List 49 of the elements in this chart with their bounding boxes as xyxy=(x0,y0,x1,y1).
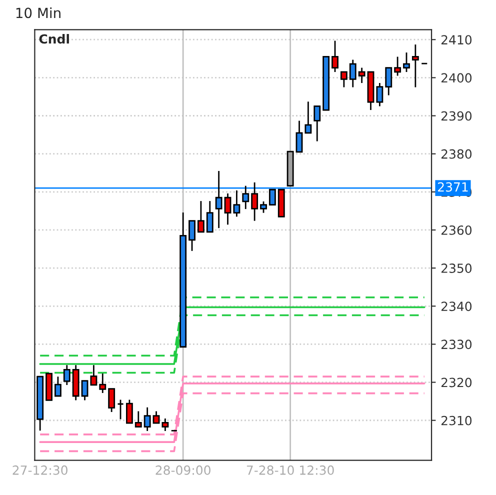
annotation: Cndl xyxy=(39,34,69,44)
y-tick-label: 2380 xyxy=(441,149,472,159)
candlestick xyxy=(403,52,410,73)
candlestick xyxy=(304,100,312,134)
x-tick-label: 28-09:00 xyxy=(156,465,210,475)
candlestick xyxy=(206,200,214,233)
y-tick-label: 2350 xyxy=(441,264,472,273)
y-tick-label: 2360 xyxy=(441,225,472,235)
y-tick-label: 2330 xyxy=(441,340,472,350)
candlestick xyxy=(54,376,62,397)
candlestick xyxy=(242,185,250,210)
candlestick xyxy=(233,190,240,218)
candlestick xyxy=(349,59,356,88)
candlestick xyxy=(197,200,204,233)
candlestick xyxy=(358,67,366,84)
candlestick xyxy=(188,220,196,252)
candlestick xyxy=(385,67,392,96)
candlestick xyxy=(162,418,169,432)
candlestick xyxy=(134,410,142,428)
candlestick xyxy=(412,44,419,88)
candlestick xyxy=(81,380,88,401)
candlestick xyxy=(268,188,276,206)
candlestick xyxy=(224,192,232,226)
chart-title: 10 Min xyxy=(16,7,60,18)
candlestick xyxy=(117,399,124,420)
y-tick-label: 2340 xyxy=(441,302,472,312)
candlestick xyxy=(296,120,303,153)
candlestick xyxy=(215,170,222,229)
candlestick xyxy=(108,388,116,413)
candlestick xyxy=(251,182,258,222)
candlestick xyxy=(260,200,267,214)
x-tick-label: 7-28-10 12:30 xyxy=(246,465,334,475)
y-tick-label: 2390 xyxy=(441,111,472,121)
candlestick xyxy=(332,40,338,73)
candlestick xyxy=(314,106,321,142)
candlestick xyxy=(126,399,133,424)
candlestick xyxy=(144,406,151,432)
candlestick xyxy=(99,372,106,394)
y-tick-label: 2320 xyxy=(441,378,472,388)
candlestick xyxy=(340,71,348,88)
y-tick-label: 2400 xyxy=(441,73,472,83)
y-tick-label: 2410 xyxy=(441,35,472,45)
y-tick-label: 2310 xyxy=(441,416,472,426)
candlestick xyxy=(90,364,98,386)
candlestick xyxy=(152,410,160,424)
candlestick xyxy=(376,82,384,107)
candlestick xyxy=(394,56,402,76)
candlestick xyxy=(63,364,70,386)
x-tick-label: 27-12:30 xyxy=(12,465,68,475)
